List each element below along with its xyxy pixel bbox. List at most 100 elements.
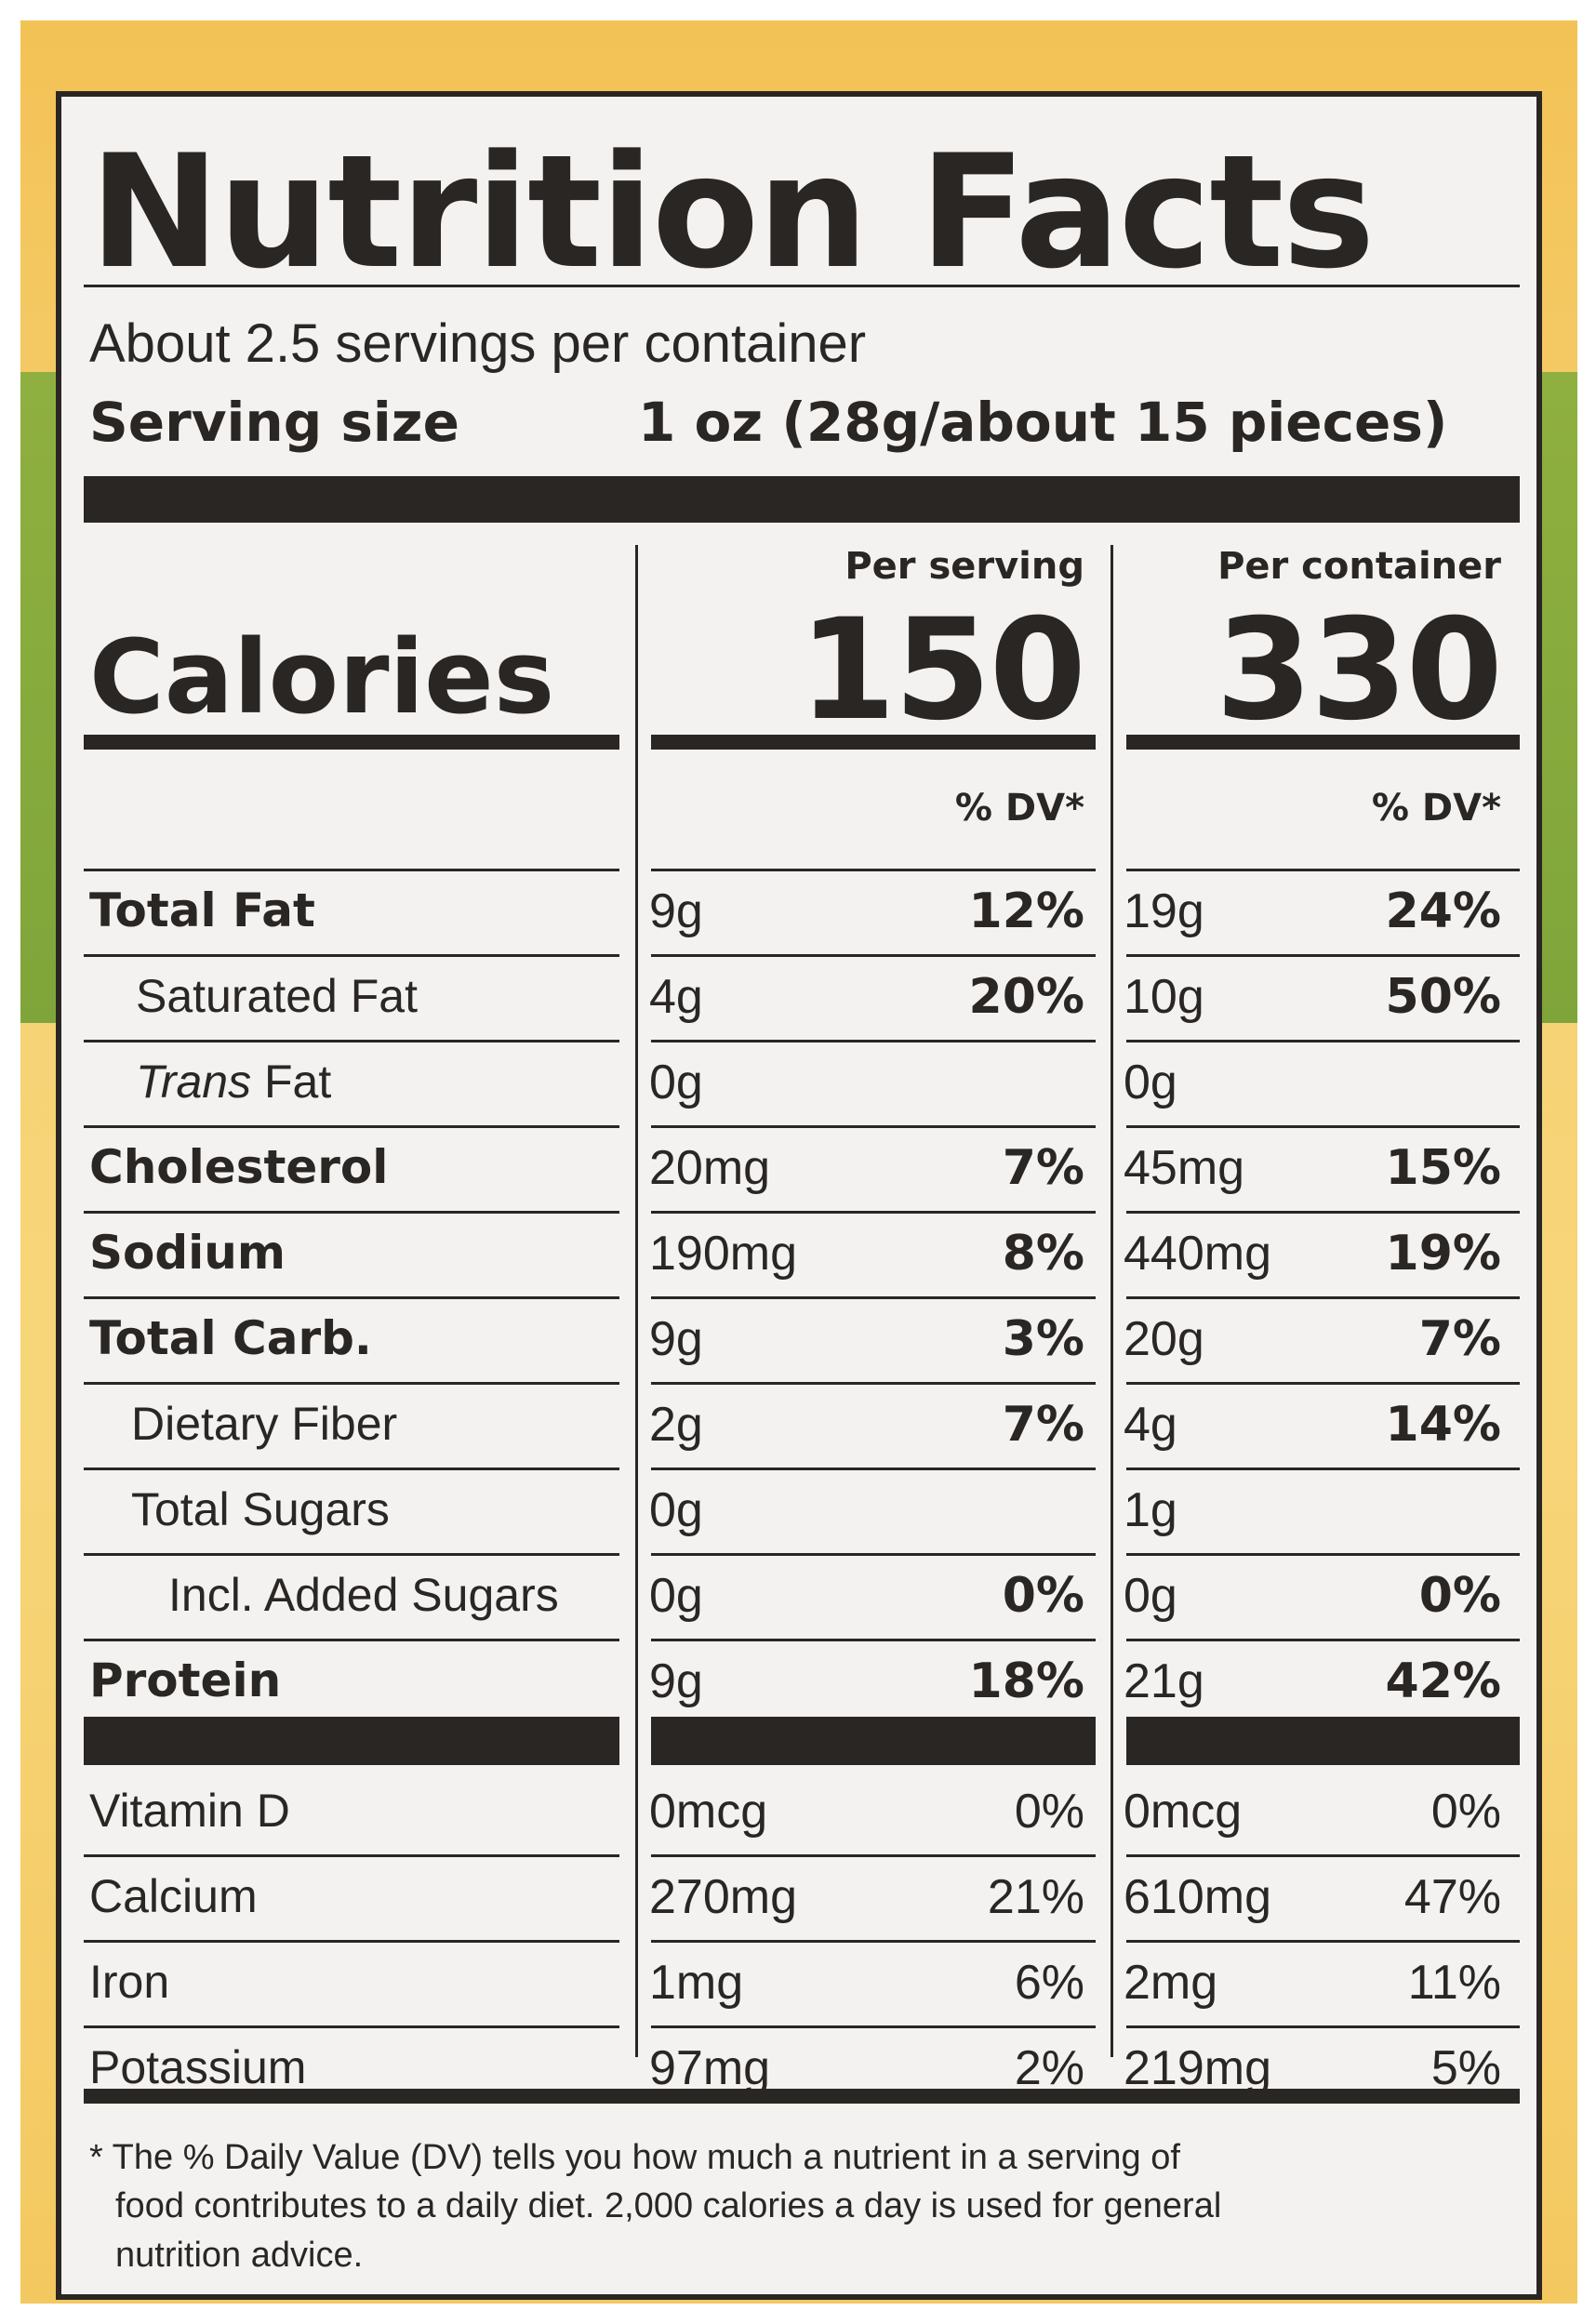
row-rule-1 bbox=[84, 1639, 619, 1641]
serving-size-value: 1 oz (28g/about 15 pieces) bbox=[638, 391, 1448, 454]
nutrient-label: Saturated Fat bbox=[136, 970, 418, 1022]
row-rule-2 bbox=[651, 1125, 1096, 1128]
serving-dv: 20% bbox=[968, 969, 1084, 1025]
protein-thick-bar-2 bbox=[651, 1717, 1096, 1765]
vitamin-container-dv: 0% bbox=[1430, 1785, 1501, 1839]
vitamin-rule-2 bbox=[651, 2025, 1096, 2028]
container-dv: 42% bbox=[1385, 1653, 1501, 1709]
dv-header-serving: % DV* bbox=[954, 787, 1084, 830]
vitamin-serving-dv: 2% bbox=[1014, 2041, 1084, 2095]
per-serving-header: Per serving bbox=[845, 545, 1084, 588]
vitamin-rule-3 bbox=[1126, 2025, 1520, 2028]
servings-per-container: About 2.5 servings per container bbox=[89, 313, 867, 374]
container-amount: 19g bbox=[1124, 884, 1204, 938]
serving-dv: 12% bbox=[968, 883, 1084, 939]
row-rule-2 bbox=[651, 1211, 1096, 1214]
container-amount: 20g bbox=[1124, 1312, 1204, 1366]
footnote: * The % Daily Value (DV) tells you how m… bbox=[89, 2133, 1512, 2279]
thick-rule-top bbox=[84, 476, 1520, 523]
container-amount: 21g bbox=[1124, 1654, 1204, 1708]
row-rule-3 bbox=[1126, 1467, 1520, 1470]
serving-dv: 7% bbox=[1002, 1397, 1084, 1453]
serving-amount: 9g bbox=[649, 884, 703, 938]
vitamin-serving-amount: 97mg bbox=[649, 2041, 771, 2095]
serving-size-label: Serving size bbox=[89, 391, 459, 454]
row-rule-1 bbox=[84, 1467, 619, 1470]
footnote-line-2: food contributes to a daily diet. 2,000 … bbox=[115, 2186, 1222, 2226]
serving-amount: 20mg bbox=[649, 1141, 771, 1195]
vitamin-rule-1 bbox=[84, 2025, 619, 2028]
container-dv: 50% bbox=[1385, 969, 1501, 1025]
vitamin-label: Vitamin D bbox=[89, 1785, 290, 1837]
title-rule bbox=[84, 285, 1520, 287]
container-amount: 45mg bbox=[1124, 1141, 1245, 1195]
row-rule-2 bbox=[651, 954, 1096, 957]
serving-dv: 7% bbox=[1002, 1140, 1084, 1196]
serving-dv: 3% bbox=[1002, 1311, 1084, 1367]
nutrient-label: Total Sugars bbox=[131, 1483, 390, 1535]
vitamin-rule-3 bbox=[1126, 1854, 1520, 1857]
row-rule-1 bbox=[84, 1040, 619, 1042]
calories-label: Calories bbox=[89, 618, 555, 737]
vitamin-label: Calcium bbox=[89, 1870, 258, 1922]
serving-amount: 0g bbox=[649, 1569, 703, 1623]
protein-thick-bar-1 bbox=[84, 1717, 619, 1765]
row-rule-1 bbox=[84, 1296, 619, 1299]
row-rule-3 bbox=[1126, 1211, 1520, 1214]
row-rule-1 bbox=[84, 1125, 619, 1128]
row-rule-1 bbox=[84, 1382, 619, 1385]
vitamin-container-amount: 0mcg bbox=[1124, 1785, 1243, 1839]
serving-dv: 0% bbox=[1002, 1568, 1084, 1624]
vitamin-container-dv: 5% bbox=[1430, 2041, 1501, 2095]
row-rule-1 bbox=[84, 1211, 619, 1214]
row-rule-3 bbox=[1126, 1382, 1520, 1385]
container-amount: 10g bbox=[1124, 970, 1204, 1024]
vitamin-container-amount: 219mg bbox=[1124, 2041, 1271, 2095]
vitamin-serving-dv: 6% bbox=[1014, 1956, 1084, 2010]
vitamin-serving-dv: 0% bbox=[1014, 1785, 1084, 1839]
serving-amount: 9g bbox=[649, 1654, 703, 1708]
vitamin-rule-2 bbox=[651, 1854, 1096, 1857]
nutrient-label: Total Fat bbox=[89, 883, 315, 937]
vitamin-serving-amount: 270mg bbox=[649, 1870, 797, 1924]
serving-amount: 0g bbox=[649, 1056, 703, 1109]
calories-rule-2 bbox=[651, 735, 1096, 750]
vitamin-serving-amount: 1mg bbox=[649, 1956, 744, 2010]
calories-rule-3 bbox=[1126, 735, 1520, 750]
nutrient-label: Cholesterol bbox=[89, 1140, 389, 1194]
footnote-line-3: nutrition advice. bbox=[115, 2235, 364, 2275]
nutrient-label: Protein bbox=[89, 1653, 282, 1707]
serving-amount: 2g bbox=[649, 1398, 703, 1452]
vitamin-rule-1 bbox=[84, 1940, 619, 1943]
container-dv: 15% bbox=[1385, 1140, 1501, 1196]
row-rule-3 bbox=[1126, 1040, 1520, 1042]
vitamin-rule-3 bbox=[1126, 1940, 1520, 1943]
container-dv: 19% bbox=[1385, 1226, 1501, 1282]
panel-title: Nutrition Facts bbox=[89, 121, 1376, 303]
per-container-header: Per container bbox=[1217, 545, 1501, 588]
footnote-line-1: * The % Daily Value (DV) tells you how m… bbox=[89, 2138, 1180, 2177]
vitamin-container-amount: 610mg bbox=[1124, 1870, 1271, 1924]
row-rule-2 bbox=[651, 1467, 1096, 1470]
protein-thick-bar-3 bbox=[1126, 1717, 1520, 1765]
vitamin-label: Potassium bbox=[89, 2041, 307, 2093]
vitamin-label: Iron bbox=[89, 1956, 170, 2008]
container-amount: 0g bbox=[1124, 1569, 1177, 1623]
vitamin-rule-1 bbox=[84, 1854, 619, 1857]
calories-per-serving: 150 bbox=[798, 590, 1086, 751]
row-rule-top-3 bbox=[1126, 869, 1520, 871]
row-rule-2 bbox=[651, 1040, 1096, 1042]
vitamin-container-dv: 11% bbox=[1407, 1956, 1501, 2010]
dv-header-container: % DV* bbox=[1371, 787, 1501, 830]
row-rule-3 bbox=[1126, 1296, 1520, 1299]
row-rule-3 bbox=[1126, 1553, 1520, 1556]
container-amount: 1g bbox=[1124, 1483, 1177, 1537]
container-amount: 440mg bbox=[1124, 1227, 1271, 1281]
row-rule-3 bbox=[1126, 1125, 1520, 1128]
row-rule-top-2 bbox=[651, 869, 1096, 871]
serving-amount: 0g bbox=[649, 1483, 703, 1537]
vitamin-serving-dv: 21% bbox=[987, 1870, 1084, 1924]
row-rule-top-1 bbox=[84, 869, 619, 871]
thick-rule-bottom bbox=[84, 2089, 1520, 2104]
row-rule-2 bbox=[651, 1296, 1096, 1299]
